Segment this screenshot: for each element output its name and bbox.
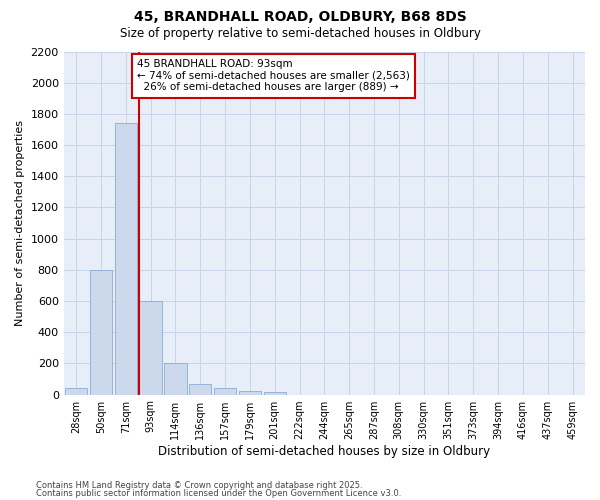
Bar: [65, 388, 87, 394]
Text: Contains public sector information licensed under the Open Government Licence v3: Contains public sector information licen…: [36, 489, 401, 498]
Bar: [164, 364, 187, 394]
Bar: [189, 384, 211, 394]
Bar: [263, 392, 286, 394]
X-axis label: Distribution of semi-detached houses by size in Oldbury: Distribution of semi-detached houses by …: [158, 444, 490, 458]
Text: 45 BRANDHALL ROAD: 93sqm
← 74% of semi-detached houses are smaller (2,563)
  26%: 45 BRANDHALL ROAD: 93sqm ← 74% of semi-d…: [137, 60, 410, 92]
Bar: [239, 390, 261, 394]
Text: Contains HM Land Registry data © Crown copyright and database right 2025.: Contains HM Land Registry data © Crown c…: [36, 480, 362, 490]
Y-axis label: Number of semi-detached properties: Number of semi-detached properties: [15, 120, 25, 326]
Text: 45, BRANDHALL ROAD, OLDBURY, B68 8DS: 45, BRANDHALL ROAD, OLDBURY, B68 8DS: [134, 10, 466, 24]
Bar: [139, 301, 162, 394]
Text: Size of property relative to semi-detached houses in Oldbury: Size of property relative to semi-detach…: [119, 28, 481, 40]
Bar: [214, 388, 236, 394]
Bar: [115, 123, 137, 394]
Bar: [90, 270, 112, 394]
